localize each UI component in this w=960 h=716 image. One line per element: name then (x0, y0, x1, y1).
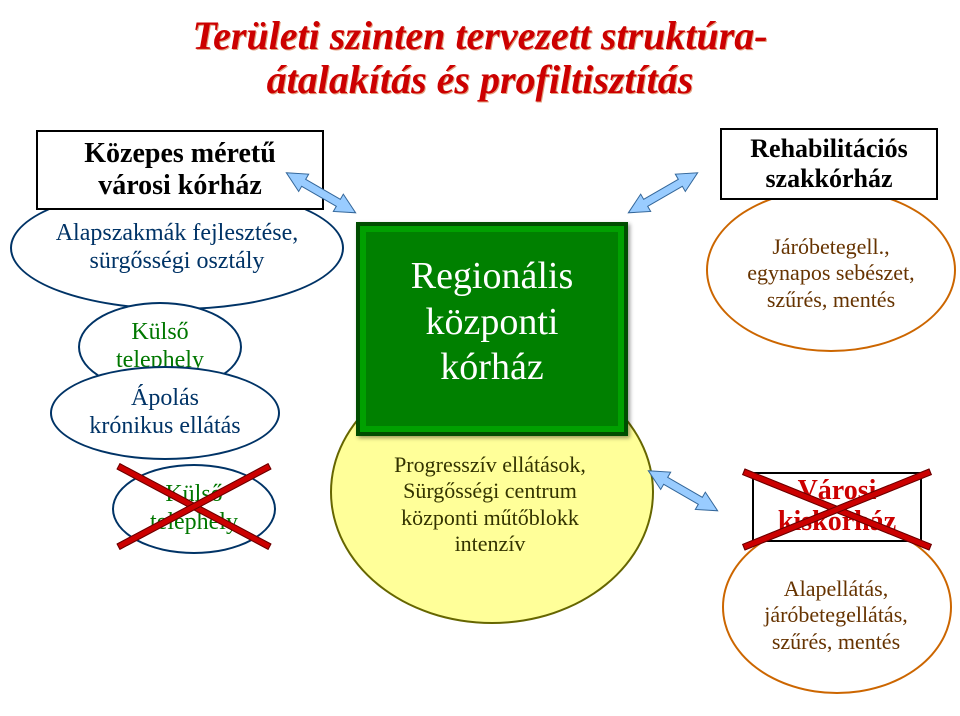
left-ell-l1: Alapszakmák fejlesztése, (56, 220, 299, 246)
center-label: Regionális központi kórház (360, 254, 624, 391)
title-line1: Területi szinten tervezett struktúra- (0, 12, 960, 59)
apolas-ellipse: Ápolás krónikus ellátás (50, 366, 280, 460)
diagram-stage: Területi szinten tervezett struktúra- át… (0, 0, 960, 716)
apolas-l2: krónikus ellátás (89, 413, 240, 439)
left-box-l2: városi kórház (98, 170, 262, 201)
center-sub-l2: Sürgősségi centrum (403, 478, 577, 503)
center-l3: kórház (440, 346, 543, 388)
vk-l2: járóbetegellátás, (764, 602, 908, 627)
center-plate: Regionális központi kórház (356, 222, 628, 436)
center-sub-l3: központi műtőblokk (401, 505, 579, 530)
vk-l1: Alapellátás, (784, 576, 888, 601)
rehab-box: Rehabilitációs szakkórház (720, 128, 938, 200)
vk-l3: szűrés, mentés (772, 629, 900, 654)
jaro-l1: Járóbetegell., (772, 234, 889, 259)
rehab-l1: Rehabilitációs (750, 134, 907, 163)
center-l1: Regionális (411, 255, 574, 297)
kulso1-l1: Külső (131, 319, 188, 345)
vk-text: Alapellátás, járóbetegellátás, szűrés, m… (736, 576, 936, 655)
jaro-l2: egynapos sebészet, (747, 260, 914, 285)
left-box-l1: Közepes méretű (84, 138, 276, 169)
arrow-right-bottom (630, 466, 730, 526)
center-sub-l4: intenzív (455, 531, 526, 556)
apolas-l1: Ápolás (131, 385, 199, 411)
center-sub-text: Progresszív ellátások, Sürgősségi centru… (360, 452, 620, 558)
center-l2: központi (426, 301, 559, 343)
arrow-right-top (616, 168, 716, 228)
left-ell-l2: sürgősségi osztály (90, 248, 265, 274)
arrow-left (268, 168, 368, 228)
jaro-l3: szűrés, mentés (767, 287, 895, 312)
title-line2: átalakítás és profiltisztítás (0, 56, 960, 103)
rehab-l2: szakkórház (765, 164, 892, 193)
center-sub-l1: Progresszív ellátások, (394, 452, 586, 477)
jaro-text: Járóbetegell., egynapos sebészet, szűrés… (716, 234, 946, 313)
